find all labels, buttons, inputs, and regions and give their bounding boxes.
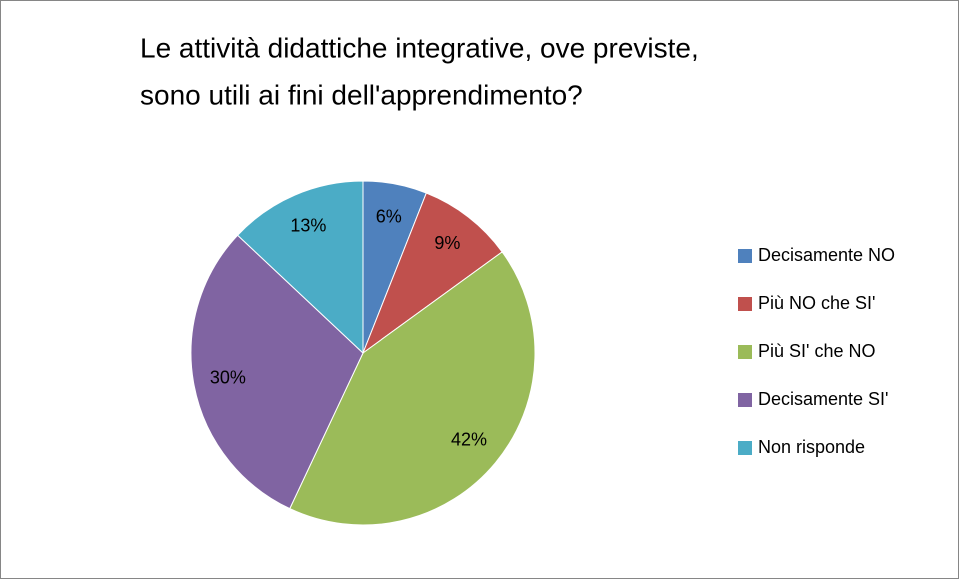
pie-slice xyxy=(236,180,364,355)
legend-swatch xyxy=(738,249,752,263)
legend-swatch xyxy=(738,345,752,359)
pie-slice xyxy=(361,192,503,355)
legend-label: Decisamente SI' xyxy=(758,389,889,409)
data-label: 42% xyxy=(451,429,487,449)
legend-label: Decisamente NO xyxy=(758,245,895,265)
legend-label: Più SI' che NO xyxy=(758,341,875,361)
pie-slice xyxy=(190,234,364,510)
legend-swatch xyxy=(738,441,752,455)
legend-swatch xyxy=(738,393,752,407)
pie-slice xyxy=(289,251,536,526)
data-label: 6% xyxy=(376,207,402,227)
data-label: 9% xyxy=(434,233,460,253)
data-label: 30% xyxy=(210,368,246,388)
legend-label: Più NO che SI' xyxy=(758,293,875,313)
chart-title: sono utili ai fini dell'apprendimento? xyxy=(140,79,583,110)
legend-label: Non risponde xyxy=(758,437,865,457)
data-label: 13% xyxy=(290,215,326,235)
chart-title: Le attività didattiche integrative, ove … xyxy=(140,32,699,63)
legend-swatch xyxy=(738,297,752,311)
